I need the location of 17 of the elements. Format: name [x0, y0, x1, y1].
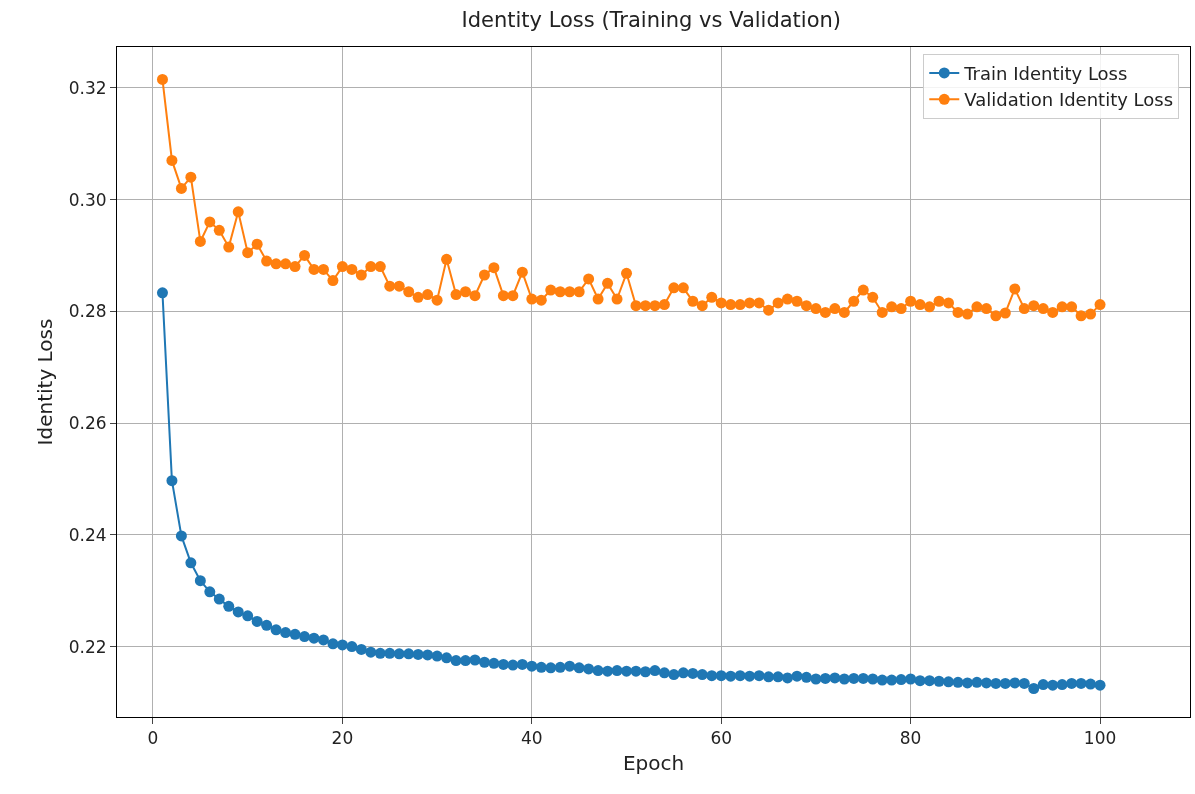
y-tick-label: 0.28 [68, 301, 107, 322]
x-tick-label: 0 [147, 728, 159, 749]
x-tick-label: 20 [331, 728, 354, 749]
x-tick-label: 40 [520, 728, 543, 749]
y-tick-label: 0.26 [68, 413, 107, 434]
x-tick-label: 80 [899, 728, 922, 749]
x-tick-label: 100 [1083, 728, 1117, 749]
y-tick-label: 0.30 [68, 189, 107, 210]
y-tick-label: 0.24 [68, 524, 107, 545]
y-axis-title: Identity Loss [33, 318, 58, 446]
x-axis-title: Epoch [622, 750, 685, 775]
x-tick-label: 60 [710, 728, 733, 749]
legend-label: Train Identity Loss [963, 62, 1128, 84]
y-tick-label: 0.22 [68, 636, 107, 657]
chart-title: Identity Loss (Training vs Validation) [461, 7, 842, 32]
legend-label: Validation Identity Loss [964, 89, 1174, 111]
y-tick-label: 0.32 [68, 77, 107, 98]
